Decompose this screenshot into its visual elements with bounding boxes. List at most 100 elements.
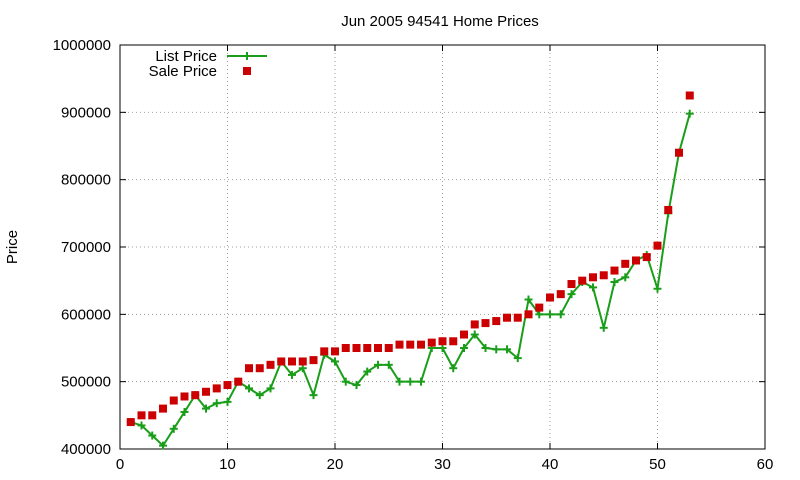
y-tick-label: 500000 <box>61 374 111 391</box>
sale-price-point <box>352 344 361 352</box>
sale-price-point <box>137 411 146 420</box>
y-tick-label: 1000000 <box>53 37 111 54</box>
list-price-point <box>137 421 146 430</box>
list-price-point <box>621 273 630 282</box>
sale-price-point <box>277 357 286 366</box>
sale-price-point <box>202 387 210 396</box>
sale-price-point <box>653 241 662 250</box>
sale-price-point <box>546 293 554 302</box>
list-price-point <box>546 310 554 319</box>
sale-price-point <box>470 320 479 329</box>
sale-price-point <box>341 344 350 352</box>
list-price-point <box>513 354 522 363</box>
x-tick-label: 40 <box>542 456 559 473</box>
list-price-point <box>524 295 533 304</box>
sale-price-point <box>567 280 576 289</box>
legend-label-sale-price: Sale Price <box>149 63 217 80</box>
list-price-point <box>341 377 350 386</box>
list-price-line <box>130 113 691 447</box>
sale-price-point <box>374 344 382 352</box>
list-price-point <box>406 377 415 386</box>
x-tick-label: 60 <box>757 456 774 473</box>
list-price-point <box>309 391 318 400</box>
sale-price-point <box>384 344 393 352</box>
list-price-point <box>503 345 511 354</box>
list-price-point <box>384 360 393 369</box>
chart-title: Jun 2005 94541 Home Prices <box>341 13 539 30</box>
list-price-point <box>395 377 404 386</box>
sale-price-point <box>535 303 544 312</box>
list-price-point <box>180 407 189 416</box>
sale-price-point <box>320 347 329 356</box>
sale-price-point <box>589 273 597 282</box>
y-tick-label: 800000 <box>61 172 111 189</box>
series-layer <box>126 91 694 450</box>
list-price-point <box>212 399 221 408</box>
legend-swatch-sale-price <box>243 67 251 75</box>
y-tick-label: 400000 <box>61 441 111 458</box>
list-price-point <box>159 441 167 450</box>
y-tick-label: 700000 <box>61 239 111 256</box>
sale-price-point <box>449 337 458 346</box>
list-price-point <box>653 284 662 293</box>
list-price-point <box>481 344 490 352</box>
sale-price-point <box>578 276 587 285</box>
sale-price-point <box>460 330 468 339</box>
y-axis-label: Price <box>4 230 21 264</box>
list-price-point <box>245 384 253 393</box>
list-price-point <box>331 357 339 366</box>
list-price-point <box>556 310 565 319</box>
list-price-point <box>202 404 210 413</box>
sale-price-point <box>288 357 296 366</box>
sale-price-point <box>169 396 178 405</box>
sale-price-point <box>685 91 694 100</box>
list-price-point <box>685 109 694 118</box>
legend: List Price Sale Price <box>149 48 267 80</box>
list-price-point <box>599 323 608 332</box>
sale-price-point <box>417 340 425 349</box>
sale-price-point <box>159 404 167 413</box>
list-price-point <box>567 290 576 299</box>
sale-price-point <box>191 391 200 400</box>
list-price-point <box>535 310 544 319</box>
list-price-point <box>266 384 275 393</box>
x-tick-label: 0 <box>116 456 124 473</box>
sale-price-point <box>621 259 630 268</box>
sale-price-point <box>180 392 189 401</box>
sale-price-point <box>492 317 501 326</box>
list-price-point <box>148 431 157 440</box>
legend-swatch-list-price <box>227 52 267 60</box>
sale-price-point <box>481 319 490 328</box>
sale-price-point <box>126 418 135 427</box>
list-price-point <box>610 278 619 287</box>
list-price-point <box>589 283 597 292</box>
list-price-point <box>352 381 361 390</box>
sale-price-point <box>632 256 640 265</box>
sale-price-point <box>675 148 683 157</box>
sale-price-point <box>503 313 511 322</box>
legend-label-list-price: List Price <box>155 48 217 65</box>
sale-price-point <box>599 271 608 280</box>
y-tick-label: 600000 <box>61 306 111 323</box>
list-price-point <box>169 424 178 433</box>
sale-price-point <box>513 313 522 322</box>
sale-price-point <box>438 337 447 346</box>
y-tick-label: 900000 <box>61 104 111 121</box>
x-tick-label: 30 <box>434 456 451 473</box>
sale-price-point <box>234 377 243 386</box>
sale-price-point <box>363 344 372 352</box>
sale-price-point <box>427 338 436 347</box>
list-price-point <box>288 370 296 379</box>
x-tick-label: 50 <box>649 456 666 473</box>
sale-price-point <box>610 266 619 275</box>
list-price-point <box>298 364 307 373</box>
sale-price-point <box>642 253 651 262</box>
legend-square-sale-price <box>243 67 251 75</box>
sale-price-point <box>395 340 404 349</box>
list-price-point <box>460 344 468 352</box>
sale-price-point <box>524 310 533 319</box>
ticks-layer: 400000 500000 600000 700000 800000 900000 1000… <box>53 37 774 473</box>
sale-price-point <box>664 205 673 214</box>
